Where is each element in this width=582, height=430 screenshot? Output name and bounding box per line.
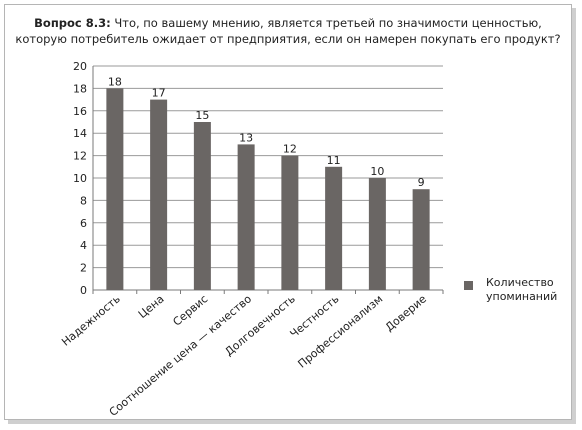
data-label: 13 xyxy=(239,131,253,144)
legend-swatch xyxy=(464,281,473,290)
bar xyxy=(412,189,430,290)
y-tick-label: 8 xyxy=(80,194,87,207)
legend-label: Количество упоминаний xyxy=(486,276,558,303)
data-label: 11 xyxy=(327,154,341,167)
bar xyxy=(237,144,255,290)
chart-title-prefix: Вопрос 8.3: xyxy=(34,16,111,30)
x-category-label: Сервис xyxy=(170,292,210,328)
x-category-label: Надежность xyxy=(59,292,123,348)
data-label: 15 xyxy=(195,109,209,122)
chart-title-line2: которую потребитель ожидает от предприят… xyxy=(15,32,561,46)
bar xyxy=(193,122,211,290)
data-label: 10 xyxy=(370,165,384,178)
y-tick-label: 2 xyxy=(80,262,87,275)
y-tick-label: 6 xyxy=(80,217,87,230)
x-category-label: Доверие xyxy=(383,292,429,334)
x-category-label: Цена xyxy=(136,292,167,321)
data-label: 18 xyxy=(108,75,122,88)
x-category-label: Профессионализм xyxy=(295,292,385,370)
bar xyxy=(368,178,386,290)
y-tick-label: 12 xyxy=(73,150,87,163)
y-tick-label: 4 xyxy=(80,239,87,252)
y-tick-label: 0 xyxy=(80,284,87,297)
y-tick-label: 10 xyxy=(73,172,87,185)
y-tick-label: 14 xyxy=(73,127,87,140)
y-tick-label: 18 xyxy=(73,82,87,95)
data-label: 9 xyxy=(418,176,425,189)
data-label: 12 xyxy=(283,143,297,156)
bar xyxy=(325,166,343,290)
chart-title-line1: Что, по вашему мнению, является третьей … xyxy=(114,16,542,30)
bar xyxy=(106,88,124,291)
data-label: 17 xyxy=(152,87,166,100)
y-tick-label: 16 xyxy=(73,105,87,118)
chart-title: Вопрос 8.3: Что, по вашему мнению, являе… xyxy=(15,15,561,47)
bar xyxy=(281,155,299,290)
y-tick-label: 20 xyxy=(73,60,87,73)
bar xyxy=(150,99,168,290)
